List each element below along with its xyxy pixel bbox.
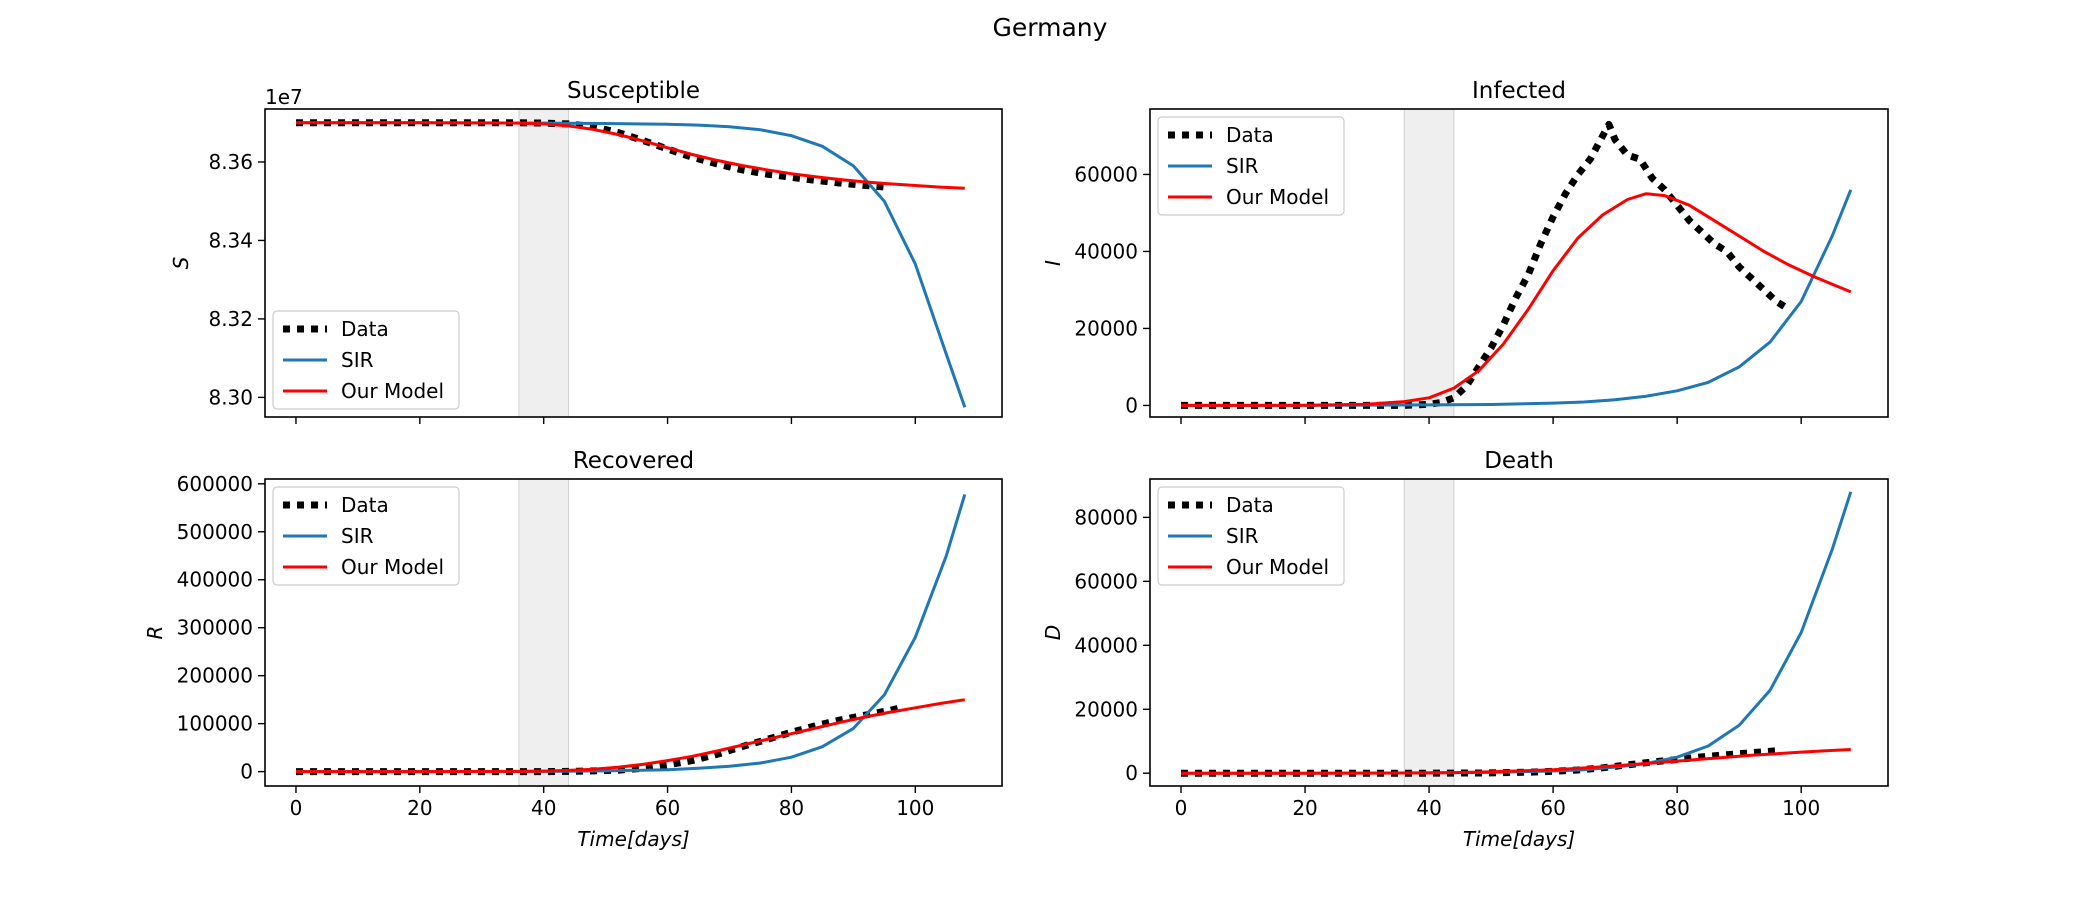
y-axis-label: S [169,256,193,269]
legend-label: SIR [341,348,374,372]
y-tick-label: 0 [1125,761,1138,785]
subplot-susceptible: 8.30 8.32 8.34 8.36 Susceptible 1e7 S Data SIR Ou… [169,78,1003,424]
legend-frame [1157,486,1345,586]
shaded-region [518,478,569,787]
series-line-our-model [296,698,966,774]
legend: Data SIR Our Model [272,310,460,410]
y-tick-label: 8.32 [208,307,253,331]
axes-frame [264,108,1003,418]
x-tick-label: 40 [1416,796,1441,820]
y-tick-label: 600000 [177,472,253,496]
series-line-sir [296,121,967,408]
y-tick-label: 8.30 [208,385,253,409]
legend-label: Data [341,317,389,341]
y-tick-label: 300000 [177,616,253,640]
y-axis-label: I [1041,260,1065,266]
shaded-region [1403,108,1455,418]
axes-frame [264,478,1003,787]
x-axis-label: Time[days] [1463,827,1575,851]
series-line-our-model [1180,192,1852,407]
subplot-title: Infected [1472,78,1566,104]
series-line-data [1181,120,1791,409]
x-tick-label: 20 [407,796,432,820]
x-axis-label: Time[days] [577,827,689,851]
y-offset-label: 1e7 [265,85,303,109]
y-tick-label: 40000 [1074,633,1138,657]
x-tick-label: 60 [655,796,680,820]
x-tick-label: 0 [290,796,303,820]
legend-label: Data [1226,493,1274,517]
x-tick-label: 100 [1782,796,1820,820]
shaded-region [518,108,569,418]
y-tick-label: 400000 [177,568,253,592]
series-line-sir [1181,189,1853,407]
subplot-recovered: 0 20 40 60 80 100 0 100000 200000 300000 400000 500… [143,448,1003,851]
y-tick-label: 8.36 [208,150,253,174]
legend-label: Data [341,493,389,517]
y-axis-label: D [1041,625,1065,640]
y-tick-label: 60000 [1074,162,1138,186]
legend: Data SIR Our Model [1157,486,1345,586]
x-tick-label: 60 [1540,796,1565,820]
y-tick-label: 200000 [177,664,253,688]
legend-label: Data [1226,123,1274,147]
subplot-grid: 8.30 8.32 8.34 8.36 Susceptible 1e7 S Data SIR Ou… [143,78,1889,851]
series-line-our-model [296,121,965,190]
legend: Data SIR Our Model [272,486,460,586]
legend-frame [272,486,460,586]
axes-frame [1149,108,1889,418]
legend-label: Our Model [341,379,444,403]
legend-label: Our Model [1226,555,1329,579]
x-tick-label: 0 [1175,796,1188,820]
figure-title: Germany [993,13,1108,42]
series-line-our-model [1181,748,1851,775]
y-tick-label: 100000 [177,712,253,736]
x-tick-label: 40 [531,796,556,820]
y-tick-label: 0 [240,760,253,784]
subplot-title: Susceptible [567,78,700,104]
x-tick-label: 20 [1292,796,1317,820]
y-tick-label: 500000 [177,520,253,544]
x-tick-label: 80 [1664,796,1689,820]
legend-label: SIR [1226,154,1259,178]
legend: Data SIR Our Model [1157,116,1345,216]
subplot-title: Death [1484,448,1554,474]
shaded-region [1403,478,1455,787]
legend-label: SIR [1226,524,1259,548]
y-tick-label: 0 [1125,393,1138,417]
subplot-death: 0 20 40 60 80 100 0 20000 40000 60000 80000 Death D T… [1041,448,1889,851]
series-line-data [296,703,904,776]
x-tick-label: 80 [779,796,804,820]
legend-label: Our Model [341,555,444,579]
y-tick-label: 80000 [1074,505,1138,529]
axes-frame [1149,478,1889,787]
y-axis-label: R [143,626,167,640]
legend-frame [272,310,460,410]
y-tick-label: 40000 [1074,239,1138,263]
y-tick-label: 20000 [1074,697,1138,721]
y-tick-label: 60000 [1074,569,1138,593]
legend-frame [1157,116,1345,216]
x-tick-label: 100 [896,796,934,820]
legend-label: Our Model [1226,185,1329,209]
series-line-data [296,119,891,191]
y-tick-label: 20000 [1074,316,1138,340]
subplot-title: Recovered [573,448,694,474]
subplot-infected: 0 20000 40000 60000 Infected I Data SIR Our Mode… [1041,78,1889,424]
y-tick-label: 8.34 [208,228,253,252]
legend-label: SIR [341,524,374,548]
